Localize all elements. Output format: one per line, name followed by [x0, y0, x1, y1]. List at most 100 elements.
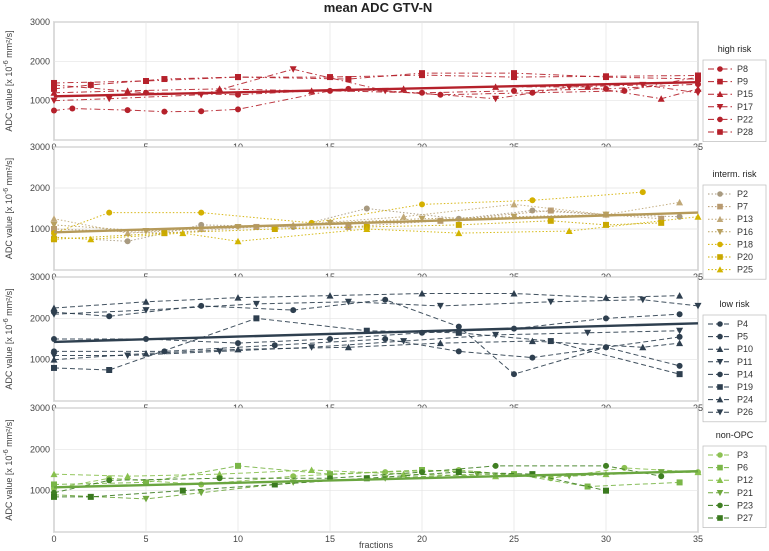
legend-marker: [717, 321, 723, 327]
data-point: [510, 290, 518, 297]
legend-label: P26: [737, 407, 753, 417]
legend-box: [702, 184, 767, 280]
legend-entry-p16: P16: [708, 227, 753, 237]
legend-label: P2: [737, 189, 748, 199]
legend-entry-p7: P7: [708, 202, 748, 212]
data-point: [584, 329, 592, 337]
data-point: [326, 292, 334, 299]
x-tick-label: 35: [693, 534, 703, 544]
data-point: [382, 296, 389, 303]
data-point: [197, 489, 205, 497]
data-point: [69, 105, 76, 112]
data-point: [51, 85, 57, 92]
data-point: [106, 477, 113, 484]
legend-marker: [717, 333, 723, 340]
legend-marker: [717, 254, 723, 260]
data-point: [676, 371, 683, 378]
legend-entry-p15: P15: [708, 89, 753, 99]
data-point: [216, 348, 224, 355]
data-point: [106, 209, 113, 216]
legend-marker: [717, 515, 723, 521]
legend-label: P5: [737, 332, 748, 342]
legend-label: P22: [737, 114, 753, 124]
legend-entry-p14: P14: [708, 369, 753, 379]
legend-label: P16: [737, 227, 753, 237]
data-point: [51, 481, 57, 488]
legend-label: P9: [737, 77, 748, 87]
data-point: [161, 76, 168, 83]
data-point: [676, 213, 683, 220]
data-point: [603, 74, 609, 81]
data-point: [51, 348, 57, 355]
data-point: [51, 493, 57, 500]
data-point: [87, 81, 94, 88]
data-point: [621, 87, 628, 94]
data-point: [161, 348, 168, 355]
data-point: [547, 217, 554, 224]
data-point: [50, 311, 58, 318]
data-point: [492, 95, 500, 103]
data-point: [676, 362, 683, 369]
legend-label: P7: [737, 202, 748, 212]
data-point: [658, 215, 665, 222]
data-point: [695, 76, 701, 83]
legend: low risk P4 P5 P10 P11 P14 P19 P24 P26: [702, 299, 767, 423]
legend-box: [702, 314, 767, 423]
legend-title: high risk: [718, 44, 752, 54]
legend-marker: [717, 129, 723, 135]
data-point: [657, 95, 665, 102]
data-point: [308, 344, 316, 351]
legend-label: P4: [737, 319, 748, 329]
data-point: [455, 329, 462, 336]
data-point: [253, 315, 260, 322]
legend-entry-p27: P27: [708, 513, 753, 523]
data-point: [510, 213, 518, 221]
series-line: [53, 201, 680, 234]
legend-label: P24: [737, 395, 753, 405]
data-point: [639, 343, 647, 351]
legend-marker: [716, 215, 724, 222]
data-point: [50, 215, 58, 222]
data-point: [658, 473, 665, 480]
legend-entry-p6: P6: [708, 463, 748, 473]
legend-label: P28: [737, 127, 753, 137]
chart-panels: 1000 2000 3000 0 5 10 15 20 25 30 35 ADC value [x 1…: [3, 17, 767, 544]
data-point: [179, 229, 187, 237]
data-point: [694, 213, 702, 220]
data-point: [492, 331, 500, 339]
legend-box: [702, 445, 767, 528]
legend-label: P6: [737, 463, 748, 473]
legend-label: P17: [737, 102, 753, 112]
data-point: [51, 364, 57, 371]
legend-entry-p3: P3: [708, 450, 748, 460]
data-point: [694, 302, 702, 310]
data-point: [603, 344, 609, 351]
data-point: [363, 327, 370, 334]
data-point: [327, 336, 333, 342]
legend-label: P19: [737, 382, 753, 392]
data-point: [511, 87, 517, 94]
legend-entry-p25: P25: [708, 265, 753, 275]
legend-marker: [717, 384, 723, 390]
legend-label: P13: [737, 214, 753, 224]
data-point: [419, 469, 425, 476]
trend-line: [53, 322, 699, 344]
data-point: [235, 74, 241, 81]
y-tick-label: 3000: [30, 17, 50, 27]
legend-label: P25: [737, 265, 753, 275]
data-point: [455, 229, 463, 237]
data-point: [363, 475, 370, 482]
x-tick-label: 15: [325, 534, 335, 544]
data-point: [198, 209, 205, 216]
legend-label: P23: [737, 500, 753, 510]
legend-marker: [717, 452, 723, 458]
data-point: [142, 298, 150, 305]
x-tick-label: 5: [143, 534, 148, 544]
series-line: [53, 299, 699, 315]
data-point: [87, 493, 94, 500]
trend-line: [53, 80, 699, 98]
x-tick-label: 30: [601, 534, 611, 544]
figure-title: mean ADC GTV-N: [324, 0, 433, 15]
